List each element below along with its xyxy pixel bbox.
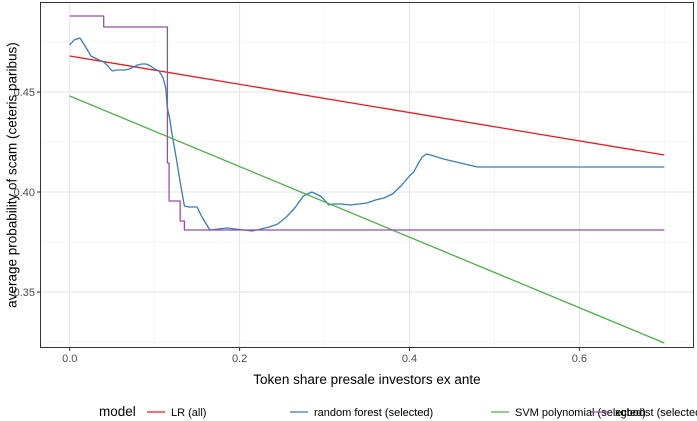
legend: model LR (all) random forest (selected) SV… — [99, 404, 697, 419]
x-axis-title: Token share presale investors ex ante — [253, 372, 480, 387]
y-tick-label: 0.40 — [14, 187, 35, 199]
major-gridlines — [40, 2, 694, 348]
series-line-0 — [69, 55, 665, 156]
legend-label-2: SVM polynomial (selected) — [515, 407, 646, 419]
x-tick-label: 0.2 — [232, 353, 247, 365]
plot-panel — [40, 2, 694, 348]
x-axis-ticks: 0.0 0.2 0.4 0.6 — [62, 348, 587, 365]
y-axis-ticks: 0.35 0.40 0.45 — [14, 87, 40, 299]
x-tick-label: 0.0 — [62, 353, 77, 365]
legend-label-3: xgboost (selected) — [615, 407, 697, 419]
series-line-1 — [69, 37, 665, 232]
x-tick-label: 0.6 — [572, 353, 587, 365]
x-tick-label: 0.4 — [402, 353, 417, 365]
plot-border — [40, 2, 694, 348]
series-line-3 — [69, 15, 665, 231]
y-tick-label: 0.35 — [14, 287, 35, 299]
legend-label-1: random forest (selected) — [314, 407, 433, 419]
minor-gridlines — [40, 2, 694, 348]
legend-title: model — [99, 404, 136, 419]
series-line-2 — [69, 95, 665, 344]
y-axis-title: average probability of scam (ceteris par… — [5, 42, 20, 308]
legend-label-0: LR (all) — [171, 407, 206, 419]
y-tick-label: 0.45 — [14, 87, 35, 99]
series-layer — [69, 15, 665, 344]
